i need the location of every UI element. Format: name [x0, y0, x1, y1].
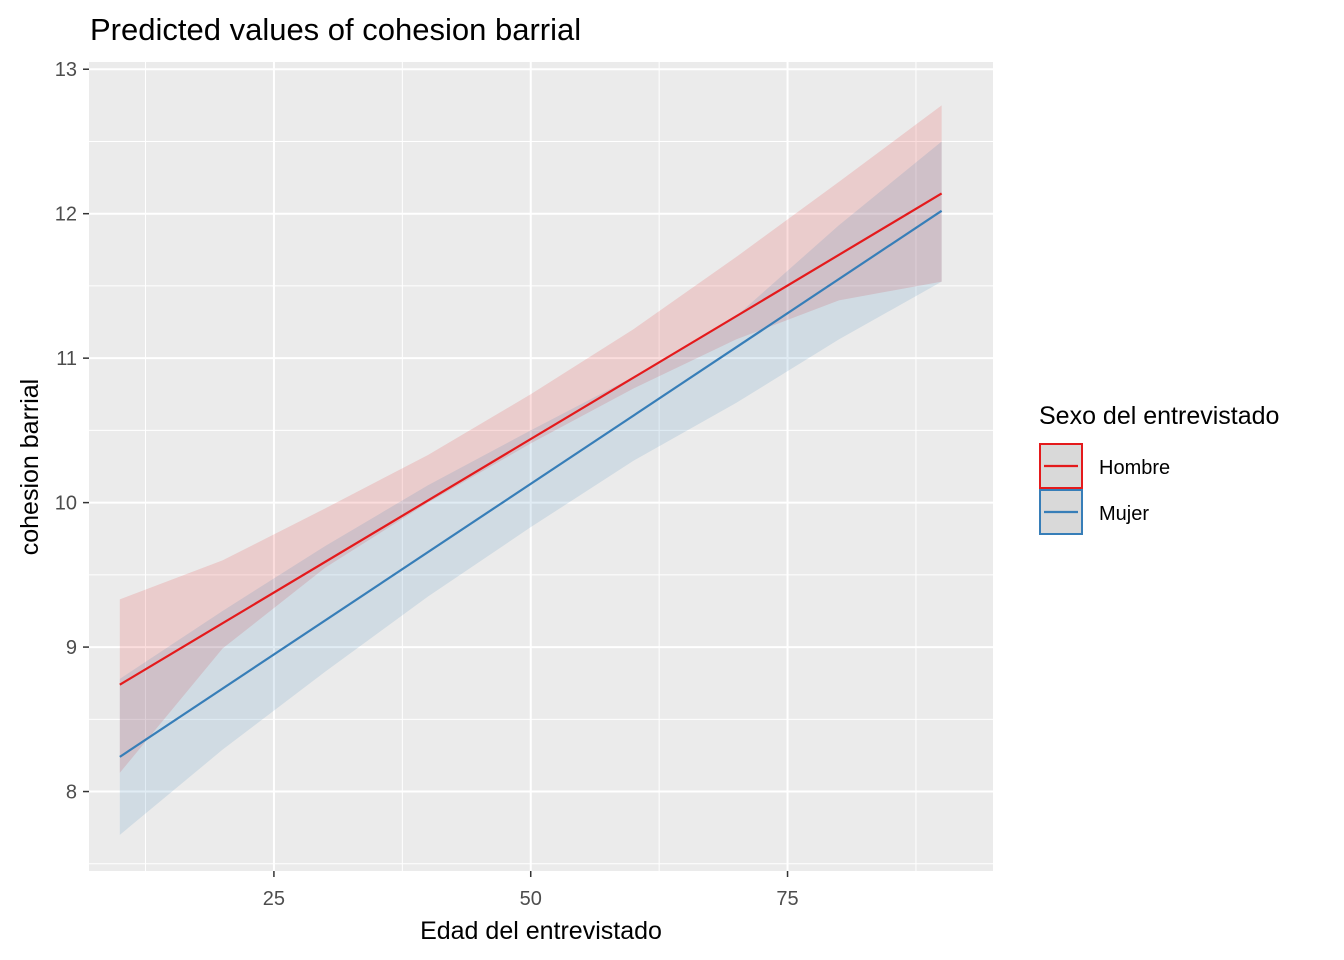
confidence-band-mujer	[119, 141, 942, 835]
grid-major-lines	[89, 62, 993, 871]
prediction-lines	[119, 192, 943, 758]
grid-minor-lines	[89, 62, 993, 871]
y-tick-label: 10	[55, 493, 77, 515]
y-tick-label: 12	[55, 204, 77, 226]
x-tick-labels: 25 50 75	[263, 888, 799, 910]
x-tick-label: 25	[263, 888, 285, 910]
x-tick-label: 75	[776, 888, 798, 910]
legend-key-hombre	[1039, 443, 1083, 489]
y-axis-title: cohesion barrial	[16, 379, 44, 556]
legend-title: Sexo del entrevistado	[1039, 402, 1279, 430]
y-tick-label: 13	[55, 59, 77, 81]
legend-key-mujer	[1039, 489, 1083, 535]
plot-panel	[89, 62, 993, 871]
y-tick-label: 9	[66, 637, 77, 659]
axis-ticks	[83, 68, 789, 877]
y-tick-labels: 8 9 10 11 12 13	[55, 59, 77, 803]
y-tick-label: 11	[56, 348, 77, 370]
legend-label: Hombre	[1099, 457, 1170, 479]
x-tick-label: 50	[520, 888, 542, 910]
chart-title: Predicted values of cohesion barrial	[90, 12, 581, 47]
y-tick-label: 8	[66, 782, 77, 804]
line-hombre	[119, 192, 943, 686]
line-mujer	[119, 209, 943, 758]
legend: Sexo del entrevistado Hombre Mujer	[1039, 402, 1279, 535]
legend-label: Mujer	[1099, 503, 1149, 525]
x-axis-title: Edad del entrevistado	[420, 917, 662, 945]
